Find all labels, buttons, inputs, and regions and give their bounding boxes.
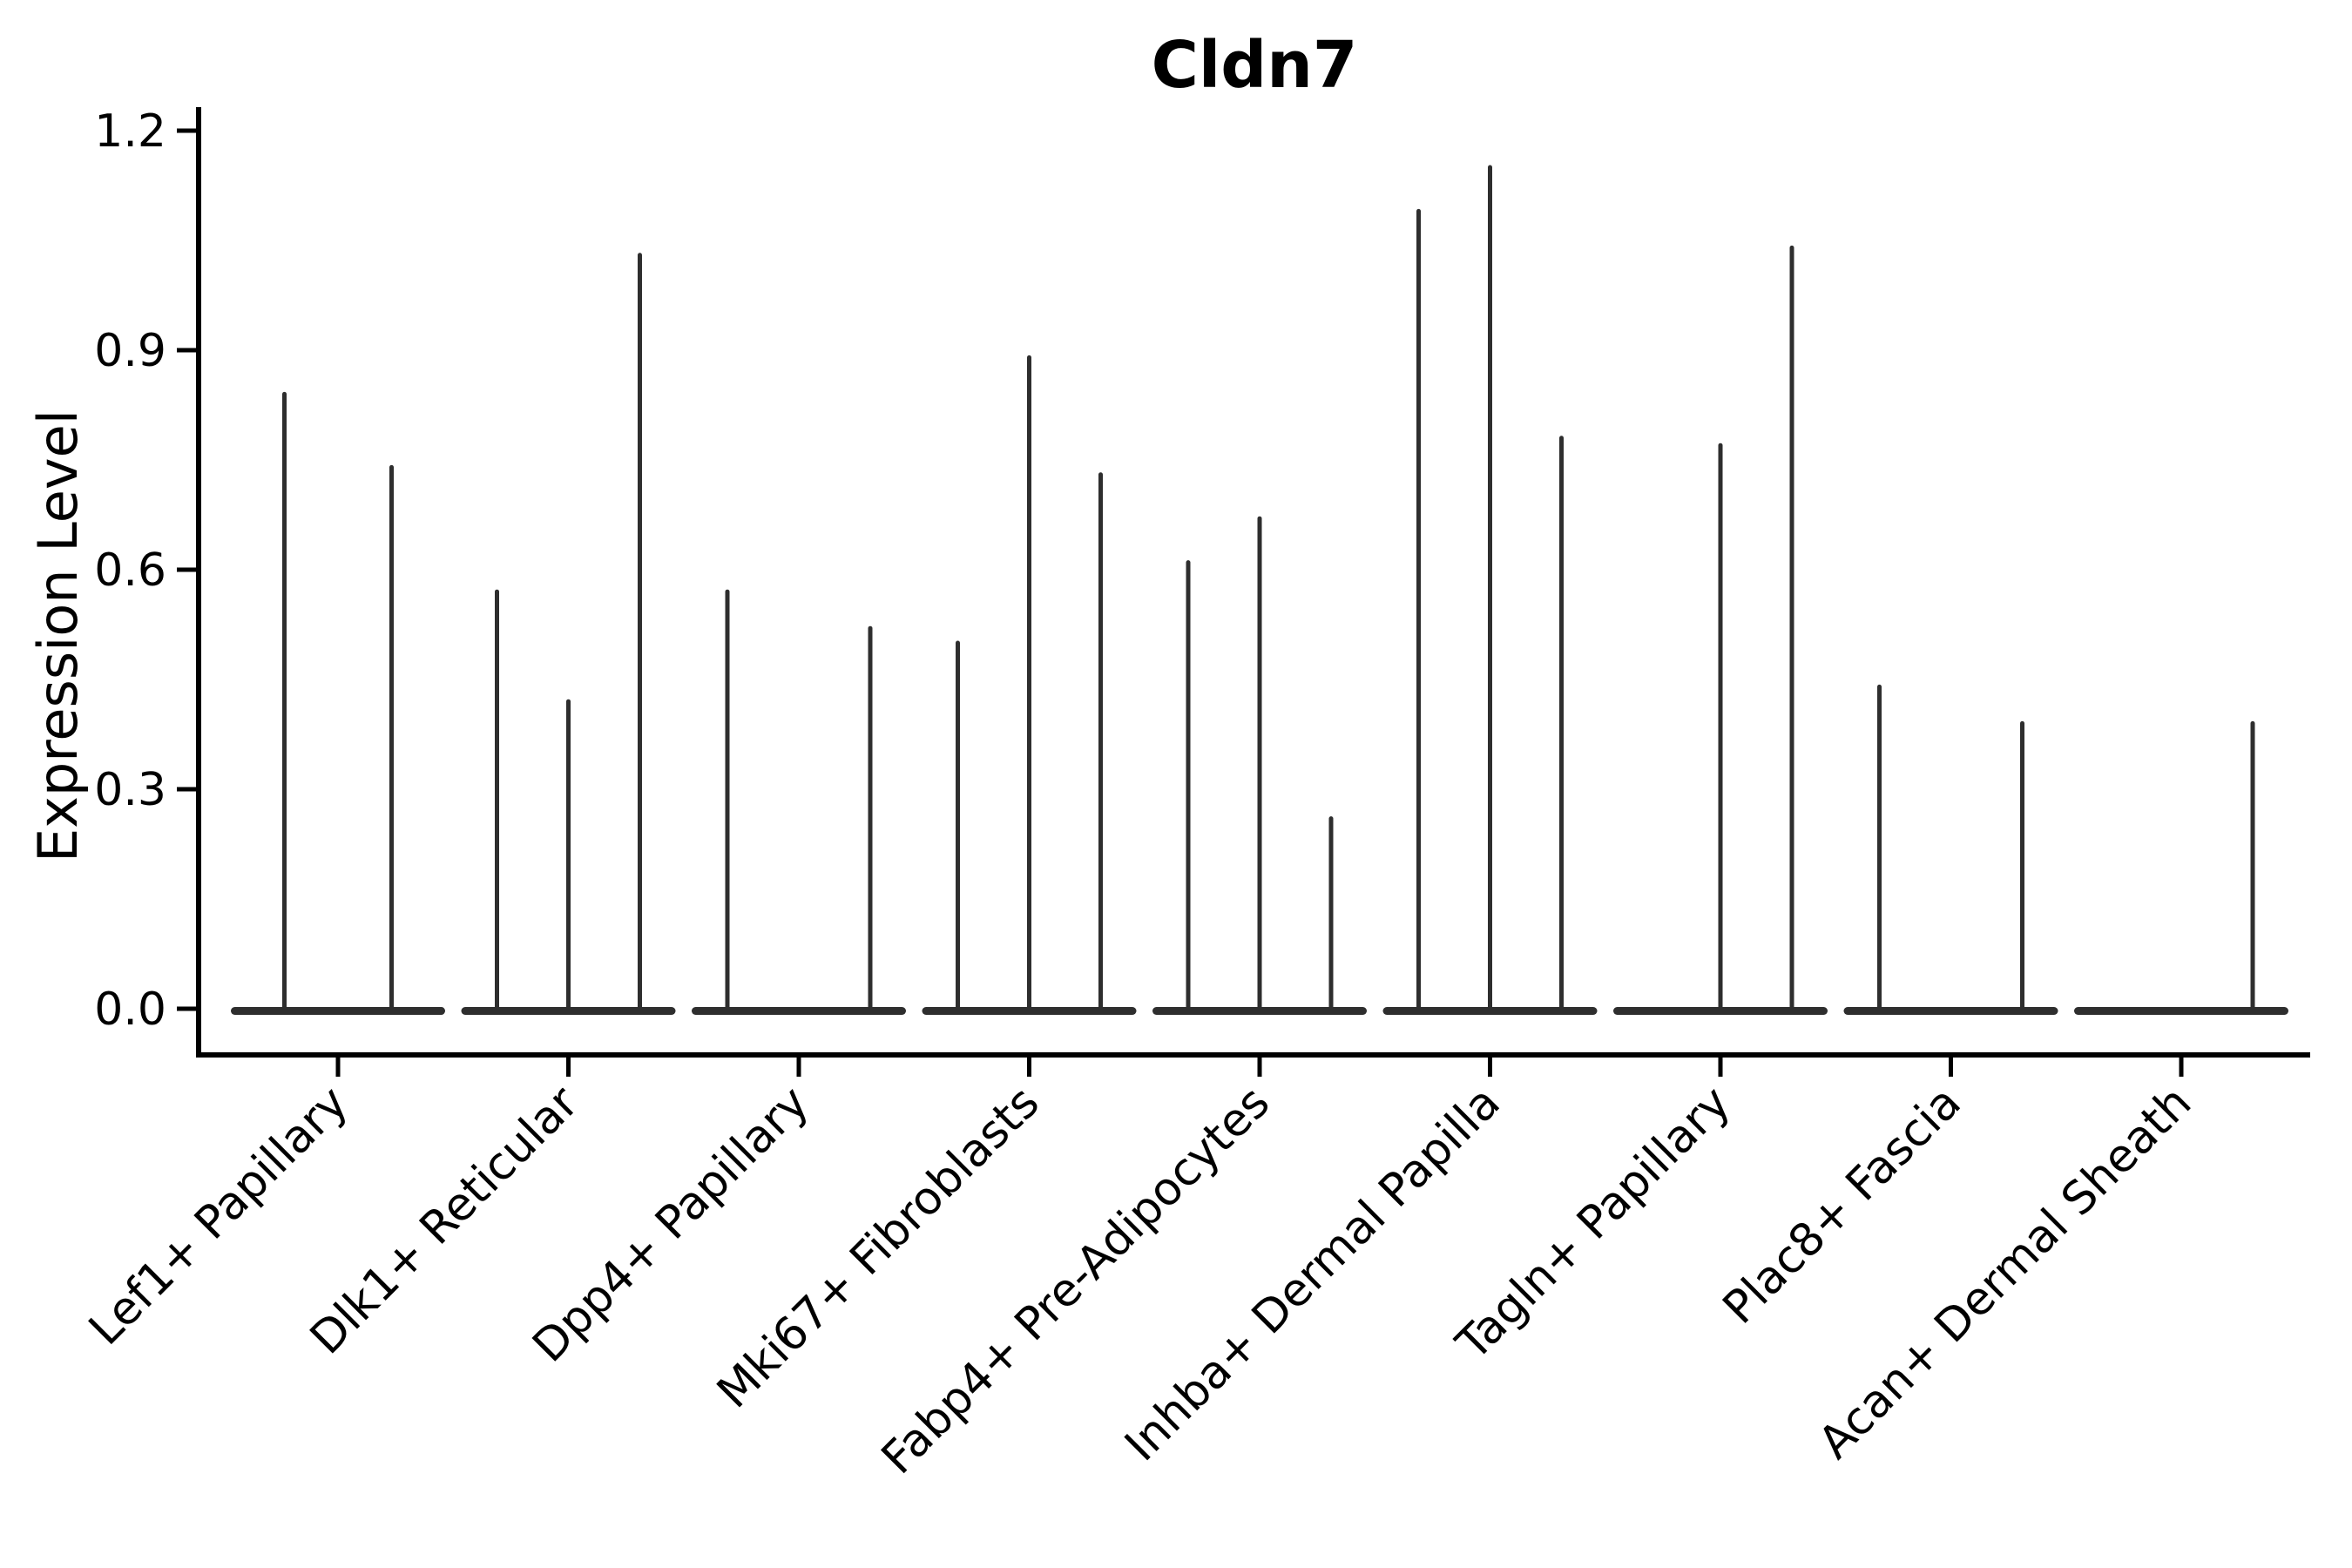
violin-base bbox=[692, 1007, 906, 1015]
y-tick-label: 1.2 bbox=[94, 105, 166, 158]
violin-group bbox=[692, 589, 906, 1015]
violin-base bbox=[231, 1007, 445, 1015]
chart-title: Cldn7 bbox=[1152, 28, 1358, 103]
violin-group bbox=[1613, 245, 1828, 1015]
y-tick-label: 0.0 bbox=[94, 983, 166, 1036]
violin-group bbox=[2074, 720, 2288, 1015]
violin-group bbox=[461, 253, 676, 1015]
axes bbox=[196, 107, 2310, 1058]
violin-group bbox=[1382, 165, 1598, 1015]
x-tick-label: Acan+ Dermal Sheath bbox=[1809, 1077, 2202, 1470]
y-axis-label: Expression Level bbox=[26, 409, 90, 862]
y-axis-ticks: 0.0 0.3 0.6 0.9 1.2 bbox=[94, 105, 196, 1036]
x-tick-label: Plac8+ Fascia bbox=[1713, 1077, 1971, 1335]
violins bbox=[231, 165, 2288, 1015]
y-tick-label: 0.3 bbox=[94, 764, 166, 816]
violin-group bbox=[922, 355, 1137, 1015]
violin-group bbox=[231, 391, 445, 1015]
y-tick-label: 0.9 bbox=[94, 325, 166, 377]
y-tick-label: 0.6 bbox=[94, 544, 166, 597]
violin-group bbox=[1843, 684, 2058, 1015]
x-tick-label: Inhba+ Dermal Papilla bbox=[1115, 1077, 1510, 1471]
violin-base bbox=[1843, 1007, 2058, 1015]
violin-base bbox=[2074, 1007, 2288, 1015]
x-tick-label: Fabp4+ Pre-Adipocytes bbox=[872, 1077, 1280, 1484]
violin-group bbox=[1152, 516, 1367, 1015]
